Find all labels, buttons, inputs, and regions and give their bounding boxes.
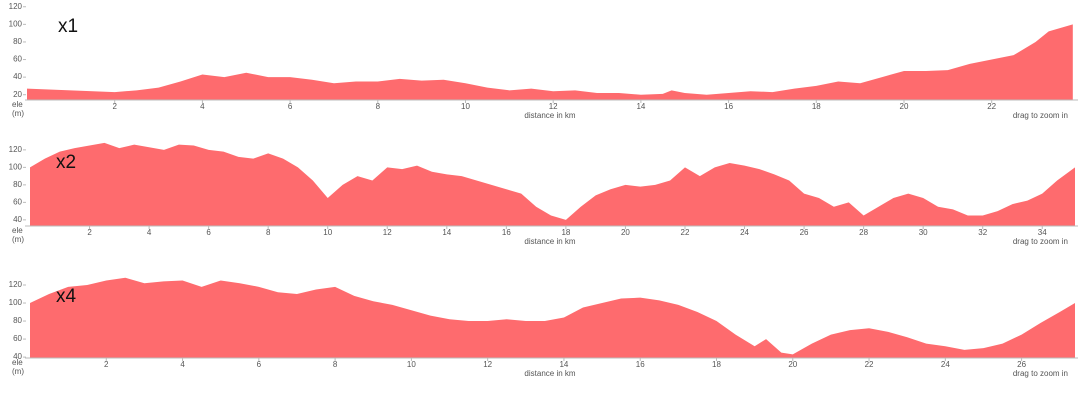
y-tick-label: 120 xyxy=(9,2,23,11)
x-tick-label: 18 xyxy=(812,102,821,111)
x-tick-label: 12 xyxy=(383,228,392,237)
x-tick-label: 18 xyxy=(561,228,570,237)
y-tick-label: 80 xyxy=(13,180,22,189)
y-axis-label: ele xyxy=(12,226,23,235)
y-tick-label: 60 xyxy=(13,55,22,64)
y-axis-unit: (m) xyxy=(12,109,24,118)
x-tick-label: 20 xyxy=(900,102,909,111)
x-tick-label: 14 xyxy=(636,102,645,111)
x-tick-label: 8 xyxy=(376,102,381,111)
x-tick-label: 22 xyxy=(865,360,874,369)
y-tick-label: 40 xyxy=(13,72,22,81)
x-tick-label: 4 xyxy=(180,360,185,369)
y-tick-label: 60 xyxy=(13,197,22,206)
x-tick-label: 6 xyxy=(257,360,262,369)
y-axis-unit: (m) xyxy=(12,235,24,244)
x-tick-label: 10 xyxy=(407,360,416,369)
y-axis-label: ele xyxy=(12,100,23,109)
y-tick-label: 40 xyxy=(13,215,22,224)
y-tick-label: 120 xyxy=(9,280,23,289)
y-tick-label: 20 xyxy=(13,90,22,99)
x-tick-label: 2 xyxy=(112,102,117,111)
x-tick-label: 2 xyxy=(104,360,109,369)
y-tick-label: 80 xyxy=(13,37,22,46)
x-tick-label: 8 xyxy=(266,228,271,237)
x-tick-label: 10 xyxy=(461,102,470,111)
y-tick-label: 80 xyxy=(13,316,22,325)
y-tick-label: 40 xyxy=(13,352,22,361)
zoom-hint: drag to zoom in xyxy=(1013,111,1068,120)
x-tick-label: 26 xyxy=(800,228,809,237)
x-tick-label: 24 xyxy=(941,360,950,369)
x-tick-label: 4 xyxy=(147,228,152,237)
x-tick-label: 14 xyxy=(442,228,451,237)
x-tick-label: 20 xyxy=(788,360,797,369)
x-tick-label: 2 xyxy=(87,228,92,237)
x-tick-label: 34 xyxy=(1038,228,1047,237)
x-tick-label: 26 xyxy=(1017,360,1026,369)
x-tick-label: 22 xyxy=(987,102,996,111)
panel-label: x2 xyxy=(56,152,76,173)
y-axis-label: ele xyxy=(12,358,23,367)
x-tick-label: 20 xyxy=(621,228,630,237)
x-axis-label: distance in km xyxy=(524,369,575,378)
x-tick-label: 16 xyxy=(636,360,645,369)
y-tick-label: 120 xyxy=(9,145,23,154)
zoom-hint: drag to zoom in xyxy=(1013,369,1068,378)
x-tick-label: 30 xyxy=(919,228,928,237)
x-tick-label: 12 xyxy=(549,102,558,111)
panel-label: x1 xyxy=(58,16,78,37)
x-axis-label: distance in km xyxy=(524,111,575,120)
zoom-hint: drag to zoom in xyxy=(1013,237,1068,246)
x-tick-label: 16 xyxy=(502,228,511,237)
x-tick-label: 10 xyxy=(323,228,332,237)
x-tick-label: 12 xyxy=(483,360,492,369)
x-tick-label: 16 xyxy=(724,102,733,111)
x-tick-label: 6 xyxy=(206,228,211,237)
x-tick-label: 24 xyxy=(740,228,749,237)
x-tick-label: 14 xyxy=(559,360,568,369)
elevation-area xyxy=(27,24,1073,100)
x-tick-label: 8 xyxy=(333,360,338,369)
y-axis-unit: (m) xyxy=(12,367,24,376)
elevation-area xyxy=(30,277,1075,358)
y-tick-label: 100 xyxy=(9,298,23,307)
x-tick-label: 22 xyxy=(681,228,690,237)
panel-label: x4 xyxy=(56,286,77,307)
x-tick-label: 18 xyxy=(712,360,721,369)
x-axis-label: distance in km xyxy=(524,237,575,246)
elevation-area xyxy=(30,142,1075,226)
x-tick-label: 4 xyxy=(200,102,205,111)
y-tick-label: 100 xyxy=(9,19,23,28)
x-tick-label: 6 xyxy=(288,102,293,111)
y-tick-label: 60 xyxy=(13,334,22,343)
x-tick-label: 28 xyxy=(859,228,868,237)
y-tick-label: 100 xyxy=(9,162,23,171)
x-tick-label: 32 xyxy=(978,228,987,237)
